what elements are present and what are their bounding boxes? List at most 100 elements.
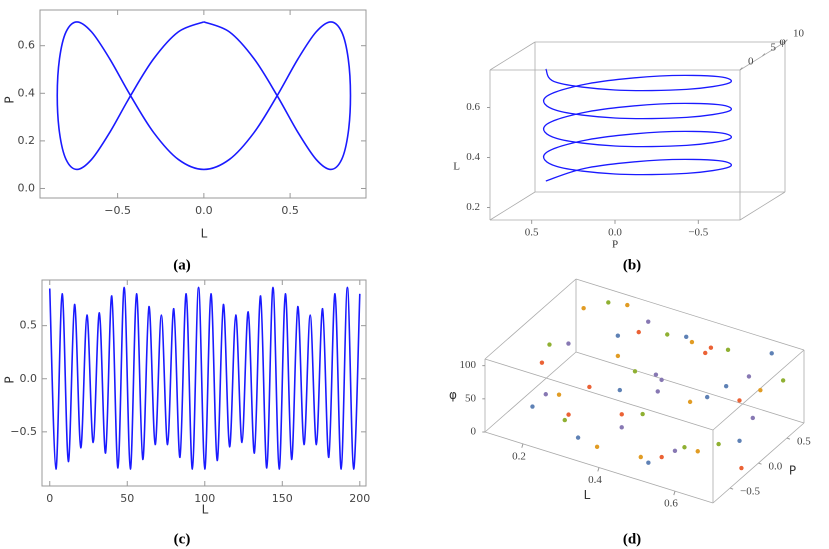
scatter-point xyxy=(716,441,721,447)
x-tick-label: 200 xyxy=(349,492,370,505)
y-axis-label: P xyxy=(789,464,796,478)
y-axis-label: P xyxy=(3,376,17,383)
scatter-point xyxy=(665,332,670,337)
z-tick-label: 100 xyxy=(460,359,477,371)
scatter-point xyxy=(562,417,567,423)
y-tick-label: 0.5 xyxy=(20,319,38,332)
x-tick-label: 50 xyxy=(120,492,134,505)
box-edge xyxy=(575,351,805,424)
scatter-point xyxy=(587,384,592,390)
scatter-point xyxy=(543,392,548,397)
spiral-line xyxy=(543,68,733,182)
y-axis-label: φ xyxy=(779,36,785,48)
x-tick-label: 0.5 xyxy=(525,227,539,239)
z-tick-label: 0 xyxy=(471,426,477,438)
x-axis-label: L xyxy=(201,227,208,241)
scatter-point xyxy=(703,350,708,356)
scatter-point xyxy=(619,425,624,430)
scatter-point xyxy=(646,460,651,465)
y-tick xyxy=(739,67,743,71)
scatter-point xyxy=(556,392,562,397)
box-edge xyxy=(489,41,536,71)
x-tick xyxy=(597,467,600,472)
scatter-point xyxy=(547,342,552,347)
z-axis-label: φ xyxy=(449,388,457,402)
z-axis-label: L xyxy=(453,161,460,173)
scatter-point xyxy=(594,444,600,450)
scatter-point xyxy=(659,454,664,460)
y-tick xyxy=(762,53,766,57)
box-edge xyxy=(484,278,577,360)
y-tick-label: 0 xyxy=(748,56,754,68)
scatter-point xyxy=(638,454,643,460)
panel-caption: (b) xyxy=(623,257,641,273)
scatter-point xyxy=(739,465,744,471)
plot-frame xyxy=(41,279,367,487)
scatter-point xyxy=(617,387,623,393)
scatter-point xyxy=(615,333,621,338)
scatter-point xyxy=(575,435,581,440)
x-tick-label: 0.6 xyxy=(664,498,678,510)
data-line xyxy=(56,21,352,171)
panel-caption: (c) xyxy=(174,531,191,547)
y-tick-label: 0.2 xyxy=(18,134,36,147)
scatter-point xyxy=(708,345,714,350)
scatter-point xyxy=(695,449,700,454)
scatter-point xyxy=(723,383,729,389)
box-edge xyxy=(575,278,805,351)
y-axis-label: P xyxy=(3,96,17,103)
y-tick-label: 0.0 xyxy=(769,461,783,473)
x-tick-label: −0.5 xyxy=(688,227,708,239)
scatter-point xyxy=(566,412,571,417)
scatter-point xyxy=(704,394,710,400)
z-tick-label: 0.4 xyxy=(466,151,480,163)
data-line xyxy=(48,286,361,470)
scatter-point xyxy=(672,448,678,453)
y-tick-label: −0.5 xyxy=(740,486,760,498)
y-tick xyxy=(786,437,791,440)
x-tick xyxy=(673,491,676,496)
x-tick-label: 0 xyxy=(46,492,53,505)
box-edge xyxy=(739,191,786,221)
x-tick-label: 0.0 xyxy=(195,204,213,217)
scatter-point xyxy=(780,378,786,383)
x-tick-label: 150 xyxy=(272,492,293,505)
z-tick-label: 0.2 xyxy=(466,201,480,213)
y-tick-label: 0.5 xyxy=(797,436,811,448)
scatter-point xyxy=(769,351,774,356)
scatter-point xyxy=(689,339,695,345)
box-edge xyxy=(484,358,714,431)
box-edge xyxy=(489,191,536,221)
box-edge xyxy=(484,351,577,433)
scatter-point xyxy=(750,415,755,421)
plot-frame xyxy=(39,9,367,199)
scatter-point xyxy=(619,412,624,417)
scatter-point xyxy=(632,369,638,374)
scatter-point xyxy=(640,411,645,417)
scatter-point xyxy=(566,341,571,346)
y-tick-label: −0.5 xyxy=(10,425,37,438)
y-tick-label: 0.0 xyxy=(20,372,38,385)
scatter-point xyxy=(687,399,693,405)
scatter-point xyxy=(646,319,651,324)
x-axis-label: P xyxy=(612,239,618,251)
scatter-point xyxy=(625,302,630,308)
scatter-point xyxy=(636,329,641,335)
scatter-point xyxy=(653,372,659,377)
scatter-point xyxy=(539,360,545,365)
x-tick-label: −0.5 xyxy=(104,204,131,217)
x-tick xyxy=(521,443,524,448)
scatter-point xyxy=(725,347,731,353)
panel-caption: (a) xyxy=(173,257,191,273)
scatter-point xyxy=(682,445,687,450)
y-tick-label: 0.6 xyxy=(18,39,36,52)
scatter-point xyxy=(737,438,742,443)
scatter-point xyxy=(530,404,535,409)
y-tick xyxy=(729,487,734,490)
x-tick-label: 0.2 xyxy=(512,450,526,462)
scatter-point xyxy=(684,334,689,340)
scatter-point xyxy=(606,300,611,305)
scatter-point xyxy=(758,387,763,393)
x-tick-label: 0.5 xyxy=(281,204,299,217)
